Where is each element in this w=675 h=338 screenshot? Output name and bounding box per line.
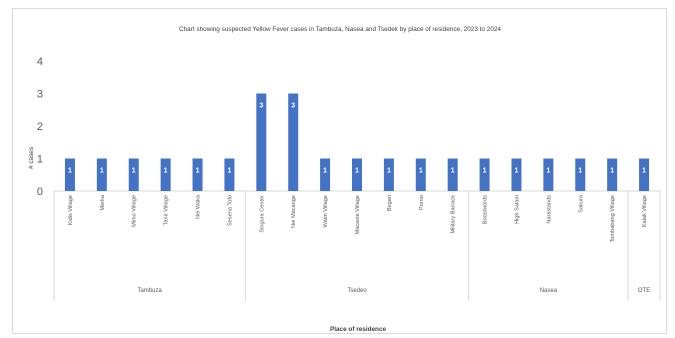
bar — [479, 158, 490, 191]
category-label: Singura Center — [259, 195, 265, 233]
category-label: Watin Village — [323, 195, 329, 227]
chart-frame: Chart showing suspected Yellow Fever cas… — [12, 8, 667, 334]
category-label: Sesena Tofo — [227, 195, 233, 226]
data-label: 1 — [132, 168, 136, 175]
bar — [128, 158, 139, 191]
data-label: 1 — [387, 168, 391, 175]
bar — [511, 158, 522, 191]
y-tick-label: 2 — [37, 121, 43, 133]
bar — [192, 158, 203, 191]
category-label: Macaste Village — [355, 195, 361, 234]
y-tick-label: 0 — [37, 186, 43, 198]
category-label: Tanir Village — [164, 195, 170, 225]
category-label: Tombabang Village — [610, 195, 616, 242]
category-label: Narastands — [546, 195, 552, 224]
group-label: Nasea — [540, 288, 558, 294]
category-label: Merka — [100, 194, 106, 210]
data-label: 3 — [259, 103, 263, 110]
y-tick-label: 3 — [37, 89, 43, 101]
data-label: 1 — [68, 168, 72, 175]
y-tick-label: 4 — [37, 56, 43, 68]
data-label: 1 — [546, 168, 550, 175]
category-label: Military Barrack — [451, 195, 457, 234]
group-label: Tsedeo — [347, 288, 367, 294]
category-label: Nei Macange — [291, 195, 297, 228]
data-label: 1 — [515, 168, 519, 175]
bar — [543, 158, 554, 191]
bar — [256, 93, 267, 191]
data-label: 1 — [451, 168, 455, 175]
category-label: Begari — [387, 195, 393, 211]
data-label: 1 — [100, 168, 104, 175]
category-label: Poroo — [419, 195, 425, 210]
data-label: 1 — [323, 168, 327, 175]
bar — [160, 158, 171, 191]
bar — [288, 93, 299, 191]
category-label: Mimo Village — [132, 195, 138, 227]
data-label: 1 — [610, 168, 614, 175]
bar — [575, 158, 586, 191]
data-label: 1 — [164, 168, 168, 175]
bar-chart: Chart showing suspected Yellow Fever cas… — [28, 26, 661, 333]
data-label: 1 — [419, 168, 423, 175]
bar — [64, 158, 75, 191]
group-label: OTE — [638, 288, 650, 294]
category-label: High Salam — [514, 195, 520, 224]
x-axis-title: Place of residence — [330, 326, 387, 333]
data-label: 1 — [578, 168, 582, 175]
category-label: Kalak Village — [642, 195, 648, 227]
bar — [447, 158, 458, 191]
data-label: 1 — [355, 168, 359, 175]
group-label: Tambuza — [138, 288, 163, 294]
category-label: Sakura — [578, 194, 584, 213]
bar — [383, 158, 394, 191]
data-label: 1 — [642, 168, 646, 175]
y-tick-label: 1 — [37, 154, 43, 166]
bar — [352, 158, 362, 191]
data-label: 1 — [196, 168, 200, 175]
bar — [96, 158, 107, 191]
category-label: Boostwords — [483, 195, 489, 224]
bar — [607, 158, 618, 191]
data-label: 1 — [227, 168, 231, 175]
category-label: Kidis Village — [68, 195, 74, 225]
bar — [224, 158, 235, 191]
bar — [415, 158, 426, 191]
bar — [320, 158, 331, 191]
chart-title: Chart showing suspected Yellow Fever cas… — [179, 26, 501, 33]
category-label: Nei Waka — [196, 194, 202, 219]
bar — [639, 158, 650, 191]
data-label: 3 — [291, 103, 295, 110]
y-axis-title: # cases — [28, 147, 35, 169]
data-label: 1 — [483, 168, 487, 175]
